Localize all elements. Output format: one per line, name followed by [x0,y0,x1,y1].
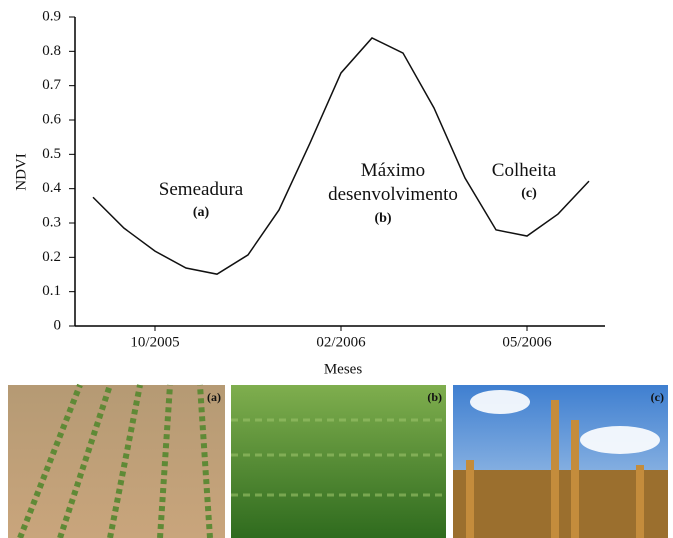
annotation: (a) [193,205,210,220]
photo-label: (b) [427,390,442,404]
y-tick-label: 0.8 [42,43,61,59]
y-tick-label: 0.2 [42,249,61,265]
figure: 0 0.1 0.2 0.3 0.4 0.5 0.6 0.7 0.8 0.9 10/2005 02/20… [0,0,673,538]
y-tick-label: 0 [54,317,62,333]
photo-c [453,385,668,538]
y-tick-label: 0.5 [42,146,61,162]
x-tick-label: 02/2006 [316,334,366,350]
photo-label: (a) [207,390,221,404]
annotation: desenvolvimento [328,184,458,205]
annotation: (c) [521,186,537,201]
annotation: (b) [374,211,391,226]
photo-b [231,385,446,538]
y-tick-label: 0.4 [42,180,61,196]
photo-a [8,385,225,538]
y-tick-label: 0.3 [42,214,61,230]
annotation: Semeadura [159,179,244,200]
annotation: Colheita [492,160,557,181]
x-axis-label: Meses [324,361,362,377]
y-axis-label: NDVI [13,153,29,191]
x-tick-label: 10/2005 [130,334,179,350]
y-tick-label: 0.6 [42,111,61,127]
y-tick-label: 0.7 [42,77,61,93]
y-tick-label: 0.9 [42,8,61,24]
annotation: Máximo [361,160,425,181]
photo-label: (c) [651,390,664,404]
x-tick-label: 05/2006 [502,334,552,350]
y-tick-label: 0.1 [42,283,61,299]
